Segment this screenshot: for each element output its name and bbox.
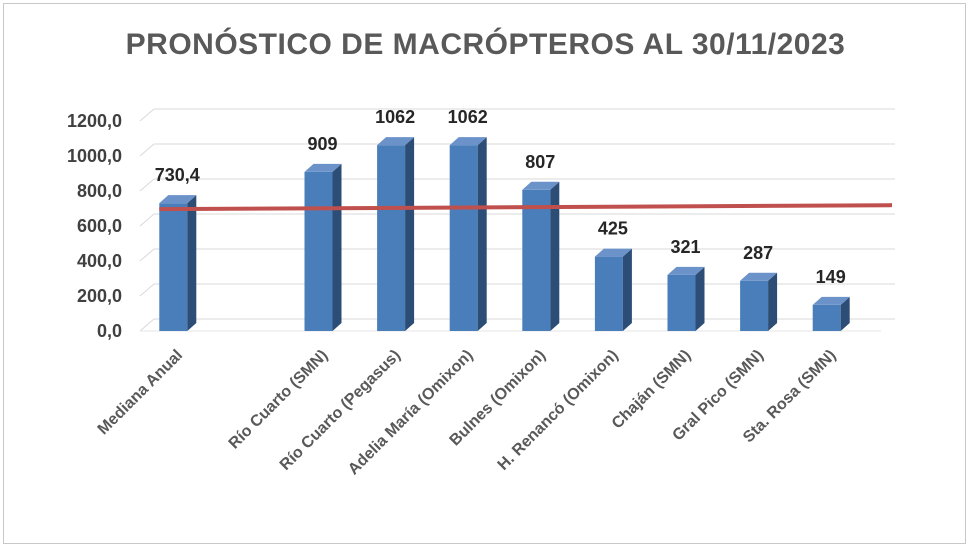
bar-side — [768, 272, 778, 331]
y-tick-label: 1000,0 — [67, 146, 122, 166]
bar-side — [477, 137, 487, 331]
data-label: 807 — [525, 152, 555, 172]
bar-top — [304, 163, 342, 172]
bar — [594, 256, 623, 331]
x-tick-label: Mediana Anual — [95, 347, 186, 438]
y-tick-label: 600,0 — [77, 216, 122, 236]
data-label: 730,4 — [155, 165, 200, 185]
bar — [449, 145, 478, 331]
y-tick-label: 800,0 — [77, 181, 122, 201]
bar-side — [550, 181, 560, 331]
bar-top — [594, 248, 632, 257]
y-tick-label: 200,0 — [77, 286, 122, 306]
data-label: 321 — [670, 237, 700, 257]
bar-side — [405, 137, 415, 331]
gridline-diag — [139, 108, 155, 122]
bar — [812, 304, 841, 331]
bar-top — [159, 195, 197, 204]
bar — [159, 203, 188, 331]
bar-side — [622, 248, 632, 331]
gridline-diag — [139, 213, 155, 227]
bar-top — [812, 296, 850, 305]
x-tick-label: Adelia María (Omixon) — [345, 347, 476, 478]
y-tick-label: 1200,0 — [67, 111, 122, 131]
data-label: 287 — [743, 243, 773, 263]
bar-top — [377, 137, 415, 146]
data-label: 425 — [598, 219, 628, 239]
data-label: 1062 — [448, 107, 488, 127]
bar-side — [332, 163, 342, 331]
bar-top — [667, 266, 705, 275]
y-tick-label: 0,0 — [97, 321, 122, 341]
gridline-diag — [139, 283, 155, 297]
bar-side — [695, 266, 705, 331]
bar-side — [187, 195, 197, 331]
y-tick-label: 400,0 — [77, 251, 122, 271]
bar — [522, 189, 551, 331]
median-reference-line — [159, 203, 893, 212]
data-label: 149 — [816, 267, 846, 287]
gridline-diag — [139, 248, 155, 262]
gridline-diag — [139, 143, 155, 157]
gridline-diag — [139, 178, 155, 192]
data-label: 909 — [307, 134, 337, 154]
bar-side — [840, 296, 850, 331]
bar — [667, 274, 696, 331]
bar — [377, 145, 406, 331]
bar — [304, 171, 333, 331]
data-label: 1062 — [375, 107, 415, 127]
bar-top — [740, 272, 778, 281]
x-tick-label: H. Renancó (Omixon) — [495, 347, 622, 474]
bar-top — [449, 137, 487, 146]
x-tick-label: Río Cuarto (Pegasus) — [277, 347, 404, 474]
gridline-diag — [139, 318, 155, 332]
bar-top — [522, 181, 560, 190]
chart-title: PRONÓSTICO DE MACRÓPTEROS AL 30/11/2023 — [125, 28, 846, 61]
bar — [740, 280, 769, 331]
